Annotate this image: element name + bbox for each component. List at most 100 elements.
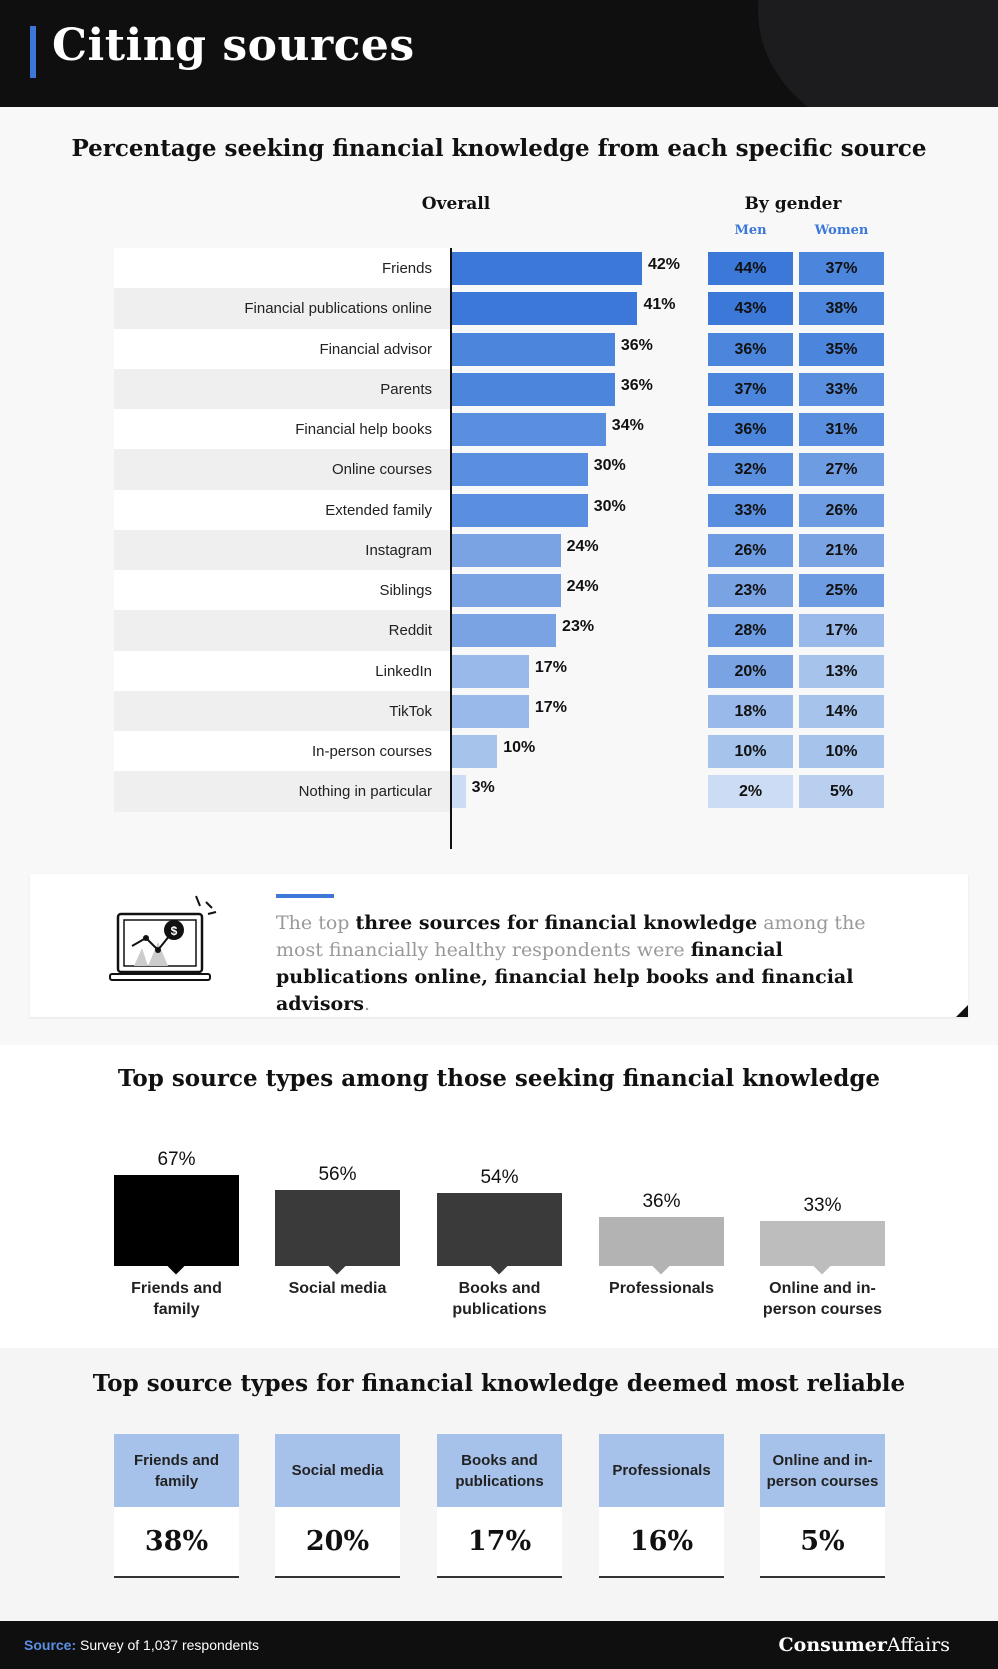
row-background	[114, 610, 450, 652]
card-underline	[760, 1576, 885, 1578]
header: Citing sources	[0, 0, 998, 107]
bar-pointer	[652, 1257, 670, 1275]
overall-heading: Overall	[421, 194, 491, 214]
men-value: 28%	[708, 614, 793, 648]
men-value: 43%	[708, 292, 793, 326]
overall-bar	[452, 453, 588, 487]
women-value: 27%	[799, 453, 884, 487]
overall-bar	[452, 694, 529, 728]
men-value: 36%	[708, 332, 793, 366]
laptop-chart-icon: $	[109, 895, 217, 981]
row-background	[114, 650, 450, 692]
overall-value: 41%	[643, 296, 676, 314]
row-background	[114, 368, 450, 410]
source-type-value: 33%	[803, 1195, 842, 1217]
reliability-label: Professionals	[599, 1434, 724, 1507]
source-type-label: Online and in-person courses	[762, 1280, 883, 1318]
women-value: 21%	[799, 533, 884, 567]
section1-title: Percentage seeking financial knowledge f…	[71, 135, 927, 162]
overall-value: 3%	[471, 779, 495, 797]
women-value: 5%	[799, 775, 884, 809]
source-type-bar	[114, 1175, 239, 1275]
reliability-card: Friends and family 38%	[114, 1434, 239, 1578]
gender-heading: By gender	[744, 194, 842, 214]
reliability-label: Social media	[275, 1434, 400, 1507]
bar-pointer	[167, 1257, 185, 1275]
source-label: Online courses	[331, 461, 432, 479]
row-background	[114, 489, 450, 531]
reliability-value: 5%	[760, 1507, 885, 1576]
row-background	[114, 248, 450, 289]
overall-value: 10%	[503, 739, 536, 756]
source-type-value: 67%	[157, 1149, 196, 1170]
men-value: 18%	[708, 694, 793, 728]
row-background	[114, 449, 450, 491]
men-value: 23%	[708, 574, 793, 607]
women-value: 26%	[799, 493, 884, 527]
chart-axis	[450, 248, 452, 849]
men-value: 2%	[708, 775, 793, 809]
women-value: 31%	[799, 413, 884, 446]
source-type-value: 54%	[480, 1166, 519, 1188]
overall-value: 17%	[534, 658, 567, 676]
reliability-value: 16%	[599, 1507, 724, 1576]
title-accent-bar	[30, 26, 36, 78]
reliability-value: 17%	[437, 1507, 562, 1576]
source-type-label: Books and publications	[452, 1280, 547, 1318]
source-type-label: Professionals	[609, 1280, 714, 1297]
source-type-value: 36%	[642, 1191, 681, 1213]
reliability-card: Social media 20%	[275, 1434, 400, 1578]
overall-value: 34%	[611, 417, 644, 434]
bar-pointer	[490, 1257, 508, 1275]
reliability-label: Books and publications	[437, 1434, 562, 1507]
row-background	[114, 771, 450, 813]
overall-bar	[452, 493, 588, 527]
overall-bar	[452, 735, 498, 768]
men-value: 10%	[708, 735, 793, 768]
source-label: Parents	[380, 380, 432, 398]
men-value: 20%	[708, 654, 793, 688]
overall-value: 24%	[566, 537, 599, 555]
reliability-card: Online and in-person courses 5%	[760, 1434, 885, 1578]
overall-value: 17%	[534, 698, 567, 716]
source-label: Extended family	[325, 501, 432, 519]
men-value: 33%	[708, 493, 793, 527]
source-label: Nothing in particular	[298, 783, 432, 801]
source-label: Financial advisor	[319, 340, 432, 358]
overall-bar	[452, 574, 561, 607]
men-value: 26%	[708, 533, 793, 567]
source-label: In-person courses	[311, 743, 432, 760]
reliability-value: 38%	[114, 1507, 239, 1576]
men-value: 36%	[708, 413, 793, 446]
overall-bar	[452, 372, 615, 406]
footer: Source: Survey of 1,037 respondents Cons…	[0, 1621, 998, 1669]
source-label: Financial publications online	[244, 300, 432, 318]
source-type-label: Friends and family	[131, 1280, 222, 1318]
callout-text: The top three sources for financial know…	[276, 912, 866, 1015]
source-type-bar	[599, 1217, 724, 1275]
overall-value: 23%	[562, 618, 595, 636]
row-background	[114, 409, 450, 450]
row-background	[114, 690, 450, 732]
reliability-card: Books and publications 17%	[437, 1434, 562, 1578]
bar-pointer	[328, 1257, 346, 1275]
women-value: 38%	[799, 292, 884, 326]
women-heading: Women	[814, 223, 869, 238]
card-underline	[114, 1576, 239, 1578]
overall-value: 42%	[648, 256, 681, 273]
women-value: 35%	[799, 332, 884, 366]
row-background	[114, 570, 450, 611]
overall-bar	[452, 533, 561, 567]
overall-bar	[452, 413, 606, 446]
overall-bar	[452, 252, 642, 285]
source-label: LinkedIn	[375, 662, 432, 680]
women-value: 25%	[799, 574, 884, 607]
source-label: Siblings	[379, 582, 432, 599]
source-label: Financial help books	[295, 421, 432, 438]
reliable-sources-section: Top source types for financial knowledge…	[0, 1348, 998, 1621]
source-label: TikTok	[389, 702, 432, 720]
row-background	[114, 328, 450, 370]
row-background	[114, 731, 450, 772]
women-value: 37%	[799, 252, 884, 285]
men-value: 44%	[708, 252, 793, 285]
